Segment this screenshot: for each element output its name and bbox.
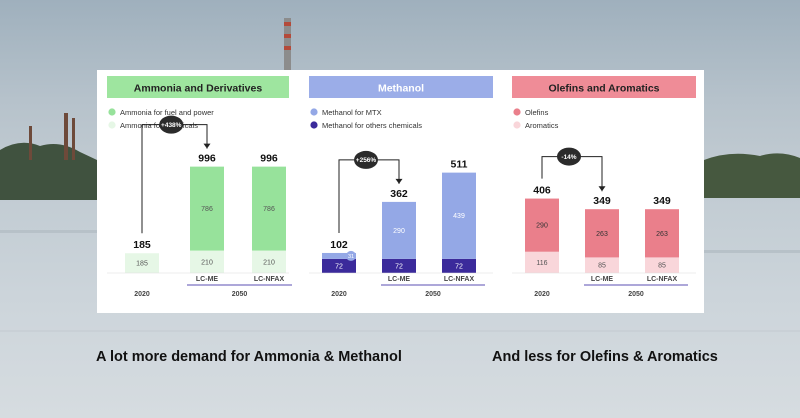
chart-header-2 <box>512 76 696 98</box>
category-label-1-0: 2020 <box>331 291 347 298</box>
bar-label-0-1-0: 210 <box>201 259 213 266</box>
total-label-1-2: 511 <box>451 159 468 171</box>
charts-panel: Ammonia and Derivatives Ammonia for fuel … <box>97 70 704 313</box>
legend-label-1-1: Methanol for others chemicals <box>322 121 422 130</box>
bar-0-2-1 <box>252 166 286 251</box>
total-label-0-1: 996 <box>198 153 216 165</box>
bar-1-2-1 <box>442 172 476 259</box>
chart-panel-0: Ammonia and Derivatives Ammonia for fuel … <box>107 76 292 298</box>
bar-label-1-2-0: 72 <box>455 263 463 270</box>
caption-right: And less for Olefins & Aromatics <box>492 349 718 365</box>
legend-label-2-0: Olefins <box>525 108 549 117</box>
bar-label-2-2-1: 263 <box>656 231 668 238</box>
bar-label-2-0-0: 116 <box>536 260 547 267</box>
bar-label-2-0-1: 290 <box>536 223 548 230</box>
legend-marker-1-1 <box>310 121 318 129</box>
bar-label-1-1-0: 72 <box>395 263 403 270</box>
change-label-0: +438% <box>161 122 182 129</box>
bar-2-0-1 <box>525 198 559 252</box>
bar-label-2-1-0: 85 <box>598 263 606 270</box>
group-label-2: 2050 <box>628 291 644 298</box>
chart-title-0: Ammonia and Derivatives <box>134 83 263 95</box>
bar-0-2-0 <box>252 250 286 273</box>
total-label-0-0: 185 <box>133 239 151 251</box>
chart-panel-2: Olefins and Aromatics Olefins Aromatics 116… <box>512 76 696 298</box>
total-label-1-0: 102 <box>330 239 348 251</box>
bar-2-2-0 <box>645 257 679 273</box>
category-label-1-1: LC-ME <box>388 276 410 283</box>
category-label-2-2: LC-NFAX <box>647 276 678 283</box>
bar-0-1-1 <box>190 166 224 251</box>
bar-2-1-0 <box>585 257 619 273</box>
group-label-1: 2050 <box>425 291 441 298</box>
bar-label-1-1-1: 290 <box>393 228 405 235</box>
group-label-0: 2050 <box>232 291 248 298</box>
bar-2-1-1 <box>585 209 619 258</box>
change-badge-1 <box>354 150 378 169</box>
legend-marker-0-1 <box>108 121 116 129</box>
total-label-0-2: 996 <box>260 153 278 165</box>
category-label-2-1: LC-ME <box>591 276 613 283</box>
bar-label-1-2-1: 439 <box>453 213 465 220</box>
legend-marker-2-0 <box>513 108 521 116</box>
caption-left: A lot more demand for Ammonia & Methanol <box>96 349 402 365</box>
bar-label-0-0-0: 185 <box>136 261 148 268</box>
bar-1-0-1 <box>322 252 356 259</box>
chart-header-0 <box>107 76 289 98</box>
bar-1-0-0 <box>322 258 356 273</box>
bar-1-1-1 <box>382 201 416 259</box>
legend-label-0-1: Ammonia for chemicals <box>120 121 198 130</box>
arrow-head-2 <box>598 186 606 192</box>
total-label-1-1: 362 <box>390 188 408 200</box>
bar-0-0-0 <box>125 253 159 273</box>
chart-title-2: Olefins and Aromatics <box>548 83 659 95</box>
bar-1-2-0 <box>442 258 476 273</box>
legend-label-0-0: Ammonia for fuel and power <box>120 108 214 117</box>
category-label-0-0: 2020 <box>134 291 150 298</box>
change-badge-0 <box>159 115 184 134</box>
bar-0-1-0 <box>190 250 224 273</box>
legend-marker-1-0 <box>310 108 318 116</box>
category-label-0-1: LC-ME <box>196 276 218 283</box>
legend-marker-0-0 <box>108 108 116 116</box>
category-label-1-2: LC-NFAX <box>444 276 475 283</box>
bar-label-2-2-0: 85 <box>658 263 666 270</box>
change-label-1: +256% <box>356 157 377 164</box>
small-label-badge-1-0 <box>346 250 356 261</box>
total-label-2-1: 349 <box>593 195 611 207</box>
total-label-2-2: 349 <box>653 195 671 207</box>
bar-label-0-2-0: 210 <box>263 259 275 266</box>
chart-title-1: Methanol <box>378 83 424 95</box>
arrow-head-0 <box>203 143 211 149</box>
arrow-head-1 <box>395 178 403 184</box>
chart-panel-1: Methanol Methanol for MTX Methanol for oth… <box>309 76 493 298</box>
legend-label-2-1: Aromatics <box>525 121 559 130</box>
chart-header-1 <box>309 76 493 98</box>
change-badge-2 <box>557 147 581 166</box>
bar-label-0-2-1: 786 <box>263 206 275 213</box>
bar-label-2-1-1: 263 <box>596 231 608 238</box>
bar-2-0-0 <box>525 251 559 273</box>
change-label-2: -14% <box>561 154 576 161</box>
bar-1-1-0 <box>382 258 416 273</box>
charts-svg: Ammonia and Derivatives Ammonia for fuel … <box>107 76 696 298</box>
bar-label-1-0-1: 31 <box>348 254 354 260</box>
category-label-0-2: LC-NFAX <box>254 276 285 283</box>
bar-label-1-0-0: 72 <box>335 263 343 270</box>
bar-label-0-1-1: 786 <box>201 206 213 213</box>
total-label-2-0: 406 <box>533 185 551 197</box>
legend-marker-2-1 <box>513 121 521 129</box>
bar-2-2-1 <box>645 209 679 258</box>
category-label-2-0: 2020 <box>534 291 550 298</box>
legend-label-1-0: Methanol for MTX <box>322 108 382 117</box>
